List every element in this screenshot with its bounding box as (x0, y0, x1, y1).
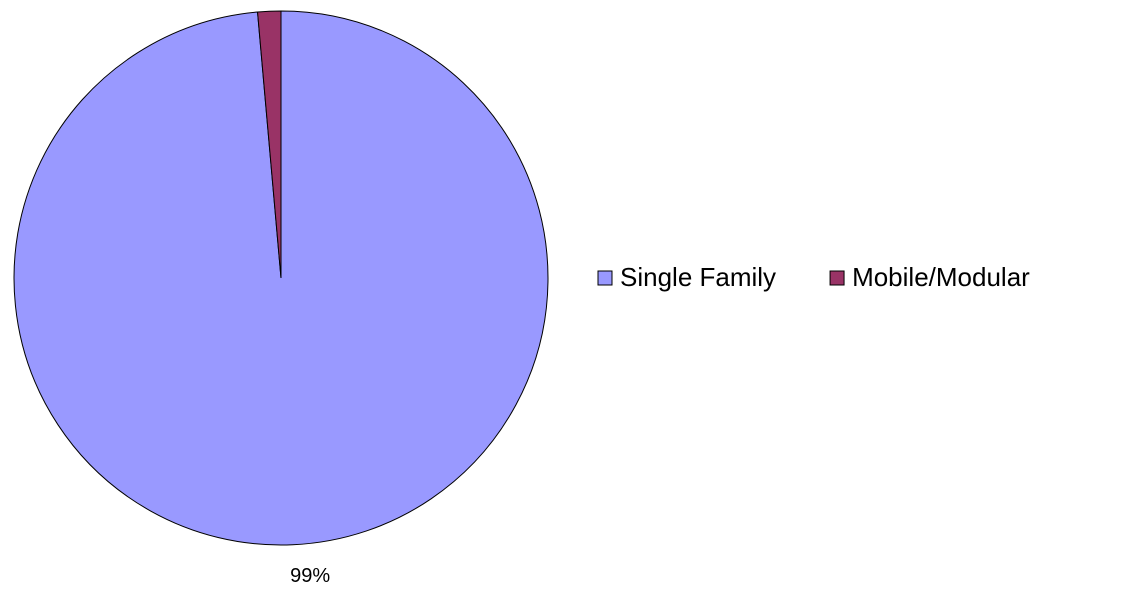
legend-swatch (597, 270, 613, 286)
data-label: 99% (290, 565, 330, 587)
legend-label: Mobile/Modular (852, 262, 1030, 292)
pie-slice (257, 10, 282, 279)
legend-label: Single Family (620, 262, 776, 292)
legend-swatch (829, 270, 845, 286)
